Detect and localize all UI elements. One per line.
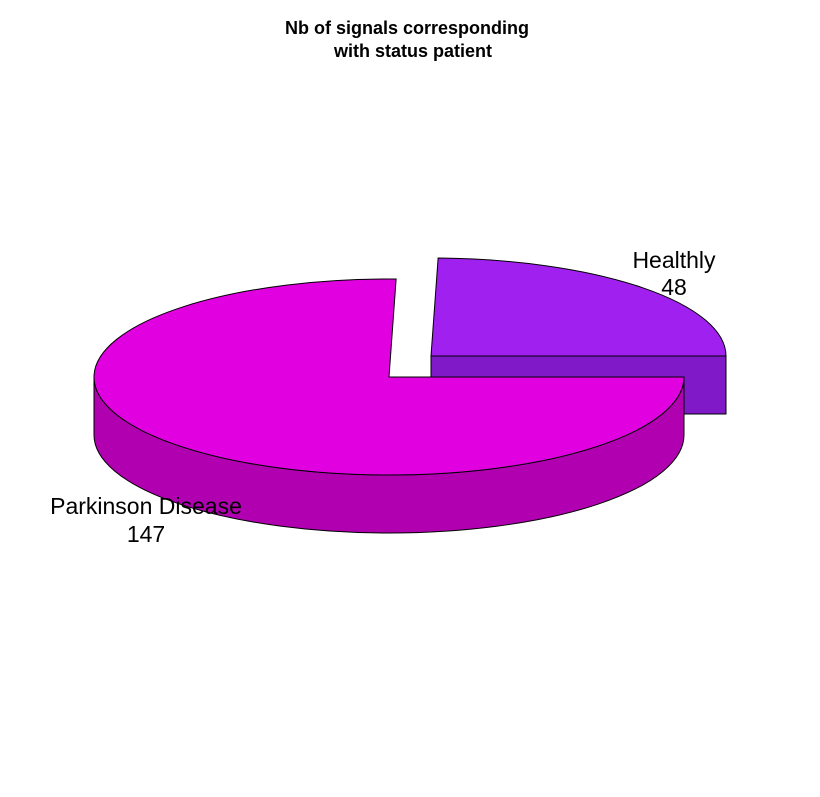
slice-value-parkinson-disease: 147 xyxy=(127,521,165,547)
chart-title: Nb of signals corresponding with status … xyxy=(285,18,529,61)
slice-parkinson-disease xyxy=(93,278,685,476)
slice-value-healthly: 48 xyxy=(661,274,687,300)
slice-label-parkinson-disease: Parkinson Disease xyxy=(50,493,242,519)
pie-slices xyxy=(93,257,727,534)
slice-healthly xyxy=(430,257,727,357)
chart-title-line-1: Nb of signals corresponding xyxy=(285,18,529,38)
slice-label-healthly: Healthly xyxy=(632,247,716,273)
chart-title-line-2: with status patient xyxy=(333,41,492,61)
pie-labels: Healthly 48 Parkinson Disease 147 xyxy=(50,247,716,547)
